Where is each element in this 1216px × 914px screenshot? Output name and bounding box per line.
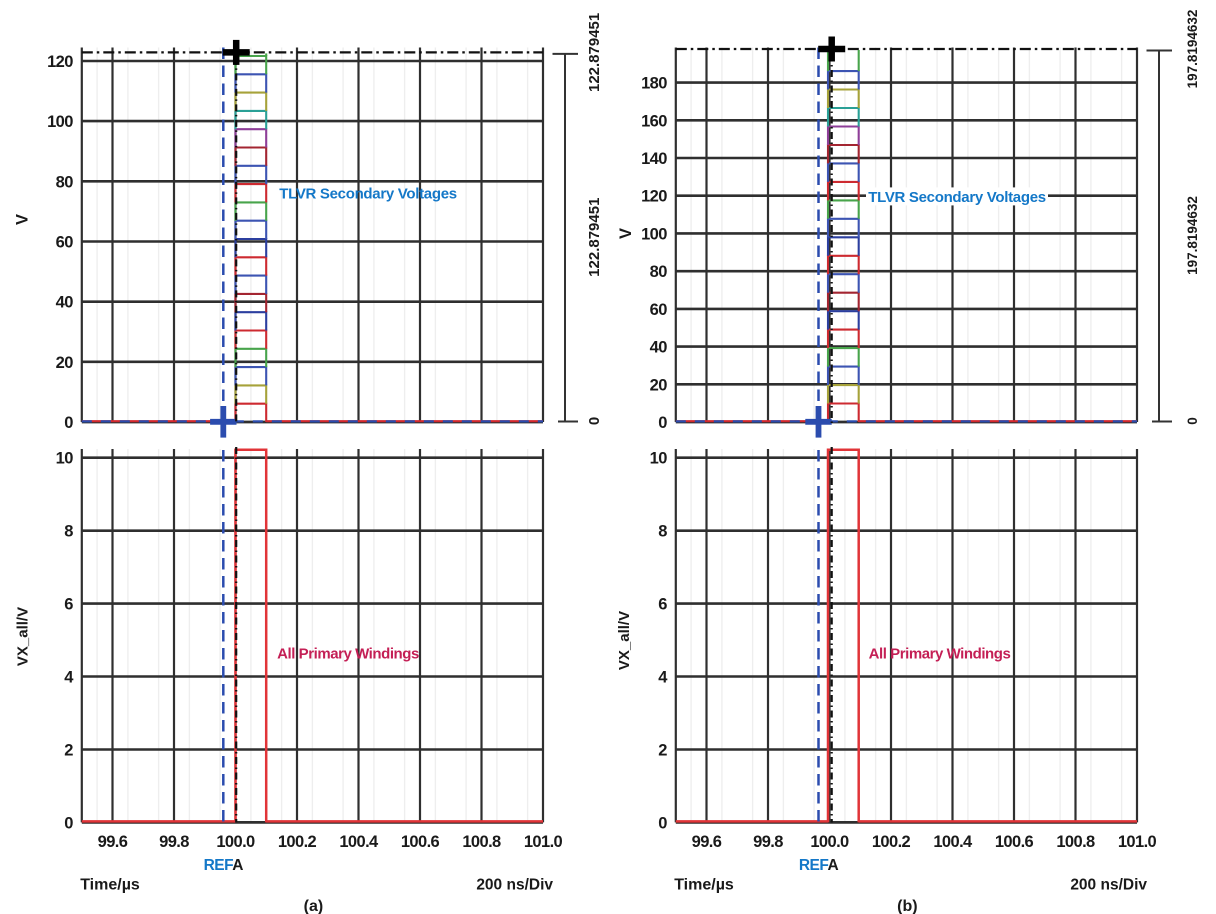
svg-text:100.2: 100.2 [872, 833, 911, 851]
svg-text:200 ns/Div: 200 ns/Div [476, 877, 553, 894]
svg-text:100.8: 100.8 [462, 833, 501, 851]
svg-text:0: 0 [64, 814, 73, 832]
svg-text:99.6: 99.6 [98, 833, 128, 851]
svg-text:8: 8 [658, 523, 667, 541]
svg-text:197.8194632: 197.8194632 [1185, 196, 1200, 275]
svg-text:VX_all/V: VX_all/V [14, 607, 31, 666]
svg-text:TLVR Secondary Voltages: TLVR Secondary Voltages [279, 186, 457, 203]
svg-text:122.879451: 122.879451 [586, 198, 603, 277]
svg-text:99.8: 99.8 [159, 833, 189, 851]
svg-text:80: 80 [56, 173, 74, 191]
svg-text:Time/µs: Time/µs [674, 877, 734, 894]
svg-text:20: 20 [56, 354, 74, 372]
svg-text:60: 60 [56, 234, 74, 252]
svg-text:101.0: 101.0 [1118, 833, 1157, 851]
svg-text:VX_all/V: VX_all/V [616, 611, 633, 670]
svg-text:REFA: REFA [799, 857, 839, 874]
svg-text:200 ns/Div: 200 ns/Div [1070, 877, 1147, 894]
svg-text:10: 10 [650, 450, 668, 468]
svg-text:4: 4 [64, 669, 74, 687]
svg-text:40: 40 [650, 339, 668, 357]
svg-text:TLVR Secondary Voltages: TLVR Secondary Voltages [868, 189, 1046, 206]
svg-text:0: 0 [586, 417, 603, 425]
svg-text:(b): (b) [897, 898, 917, 914]
svg-text:0: 0 [658, 414, 667, 432]
svg-text:99.8: 99.8 [753, 833, 783, 851]
svg-text:160: 160 [641, 112, 667, 130]
svg-text:101.0: 101.0 [524, 833, 563, 851]
svg-text:4: 4 [658, 669, 668, 687]
svg-text:0: 0 [64, 414, 73, 432]
svg-text:6: 6 [658, 596, 667, 614]
svg-text:100.4: 100.4 [339, 833, 379, 851]
svg-text:REFA: REFA [204, 857, 244, 874]
svg-text:140: 140 [641, 150, 667, 168]
svg-text:120: 120 [47, 53, 73, 71]
svg-text:0: 0 [658, 814, 667, 832]
svg-text:0: 0 [1185, 417, 1200, 425]
svg-text:All Primary Windings: All Primary Windings [869, 646, 1011, 663]
svg-text:197.8194632: 197.8194632 [1185, 10, 1200, 89]
svg-text:180: 180 [641, 75, 667, 93]
svg-text:20: 20 [650, 376, 668, 394]
svg-text:100.6: 100.6 [995, 833, 1034, 851]
svg-text:99.6: 99.6 [692, 833, 722, 851]
svg-text:100.6: 100.6 [401, 833, 440, 851]
svg-text:60: 60 [650, 301, 668, 319]
svg-text:Time/µs: Time/µs [80, 877, 140, 894]
svg-text:100.0: 100.0 [810, 833, 849, 851]
svg-text:120: 120 [641, 188, 667, 206]
svg-text:2: 2 [64, 742, 73, 760]
svg-text:100: 100 [47, 113, 73, 131]
svg-text:V: V [14, 214, 32, 225]
svg-text:122.879451: 122.879451 [586, 13, 603, 92]
svg-text:100.4: 100.4 [933, 833, 973, 851]
svg-text:2: 2 [658, 742, 667, 760]
svg-text:80: 80 [650, 263, 668, 281]
svg-text:100.8: 100.8 [1056, 833, 1095, 851]
svg-text:100.2: 100.2 [278, 833, 317, 851]
svg-text:6: 6 [64, 596, 73, 614]
svg-text:8: 8 [64, 523, 73, 541]
svg-text:V: V [617, 228, 635, 239]
svg-text:(a): (a) [304, 898, 324, 914]
svg-text:10: 10 [56, 450, 74, 468]
svg-text:100.0: 100.0 [216, 833, 255, 851]
svg-text:100: 100 [641, 225, 667, 243]
svg-text:All Primary Windings: All Primary Windings [277, 646, 419, 663]
svg-text:40: 40 [56, 294, 74, 312]
